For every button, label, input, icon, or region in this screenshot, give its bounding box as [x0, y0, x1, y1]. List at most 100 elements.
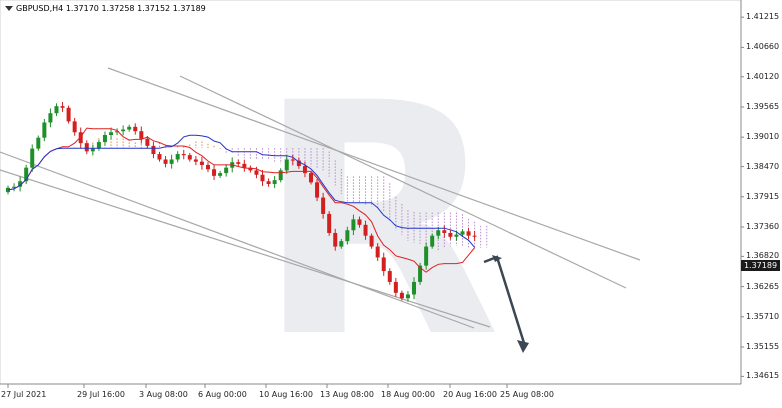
time-tick-label: 18 Aug 00:00	[381, 390, 435, 399]
dropdown-triangle-icon[interactable]	[5, 6, 13, 11]
candle-body	[254, 170, 259, 175]
kijun-line	[7, 134, 475, 248]
candle-body	[430, 235, 435, 247]
candle-body	[418, 265, 423, 282]
symbol-label: GBPUSD,H4	[16, 4, 64, 13]
forecast-arrow-tip	[492, 255, 502, 262]
watermark-logo: R	[255, 36, 502, 408]
candle-body	[78, 132, 83, 144]
candle-body	[321, 197, 326, 214]
time-tick-label: 13 Aug 08:00	[320, 390, 374, 399]
candle-body	[175, 154, 180, 160]
candle-body	[205, 164, 210, 170]
candle-body	[381, 257, 386, 272]
candle-body	[72, 121, 77, 133]
candle-body	[84, 143, 89, 152]
candle-body	[357, 219, 362, 225]
candle-body	[187, 155, 192, 160]
candle-body	[242, 163, 247, 168]
candle-body	[387, 271, 392, 282]
candle-body	[290, 159, 295, 161]
candle-body	[157, 154, 162, 160]
candle-body	[472, 235, 477, 237]
price-tick-label: 1.36265	[746, 281, 780, 291]
plot-area	[0, 0, 742, 385]
candle-body	[212, 169, 217, 176]
trend-line	[179, 75, 627, 289]
candle-body	[248, 167, 253, 171]
price-tick-label: 1.39565	[746, 101, 780, 111]
time-tick-label: 29 Jul 16:00	[77, 390, 125, 399]
candle-body	[333, 232, 338, 247]
price-tick-label: 1.41215	[746, 12, 780, 22]
candle-body	[272, 180, 277, 184]
trend-line	[0, 169, 491, 328]
candle-body	[296, 160, 301, 167]
price-tick-label: 1.39010	[746, 132, 780, 142]
candle-body	[315, 182, 320, 198]
trend-lines	[0, 67, 641, 329]
candle-body	[139, 131, 144, 139]
candle-body	[442, 230, 447, 233]
candle-body	[30, 148, 35, 168]
candle-body	[133, 126, 138, 132]
forecast-arrow-path	[483, 255, 526, 344]
candle-body	[127, 126, 132, 130]
ichimoku-lines	[7, 127, 475, 273]
time-tick-label: 20 Aug 16:00	[443, 390, 497, 399]
candle-body	[339, 241, 344, 247]
candle-body	[363, 224, 368, 236]
candles	[6, 102, 477, 302]
ichimoku-cloud	[74, 138, 488, 251]
candle-body	[218, 173, 223, 176]
candle-body	[102, 135, 107, 143]
candle-body	[393, 281, 398, 293]
candle-body	[115, 131, 120, 133]
symbol-header[interactable]: GBPUSD,H4 1.37170 1.37258 1.37152 1.3718…	[5, 4, 206, 13]
candle-body	[405, 294, 410, 299]
candle-body	[369, 235, 374, 247]
candle-body	[345, 230, 350, 242]
candle-body	[42, 122, 47, 138]
candle-body	[309, 173, 313, 183]
price-tick-label: 1.37360	[746, 221, 780, 231]
candle-body	[284, 159, 289, 171]
candle-body	[121, 129, 126, 132]
candle-body	[181, 154, 186, 156]
candle-body	[351, 219, 356, 231]
price-tick-label: 1.35710	[746, 311, 780, 321]
candle-body	[460, 231, 465, 235]
candle-body	[109, 132, 114, 135]
candle-body	[90, 148, 95, 152]
candle-body	[278, 170, 283, 181]
candle-body	[224, 167, 229, 174]
candle-body	[260, 174, 265, 182]
forecast-arrow	[483, 255, 529, 353]
candle-body	[199, 161, 204, 165]
candle-body	[193, 159, 198, 162]
candle-body	[327, 213, 332, 233]
candle-body	[302, 166, 307, 174]
candle-body	[169, 159, 174, 164]
ohlc-values: 1.37170 1.37258 1.37152 1.37189	[65, 4, 206, 13]
candle-body	[399, 292, 404, 299]
candle-body	[151, 145, 156, 155]
candle-body	[18, 181, 23, 187]
trend-line	[0, 151, 475, 329]
price-tick-label: 1.35155	[746, 341, 780, 351]
time-tick-label: 3 Aug 08:00	[139, 390, 188, 399]
candle-body	[12, 186, 17, 188]
price-tick-label: 1.40660	[746, 42, 780, 52]
candle-body	[375, 246, 380, 258]
current-price-marker: 1.37189	[741, 260, 780, 271]
candle-body	[412, 281, 417, 295]
candle-body	[36, 137, 41, 149]
price-tick-label: 1.38470	[746, 161, 780, 171]
axis-ticks	[7, 16, 744, 388]
candle-body	[24, 167, 29, 182]
candle-body	[236, 162, 241, 164]
price-tick-label: 1.34615	[746, 371, 780, 381]
price-tick-label: 1.36820	[746, 251, 780, 261]
time-tick-label: 25 Aug 08:00	[500, 390, 554, 399]
